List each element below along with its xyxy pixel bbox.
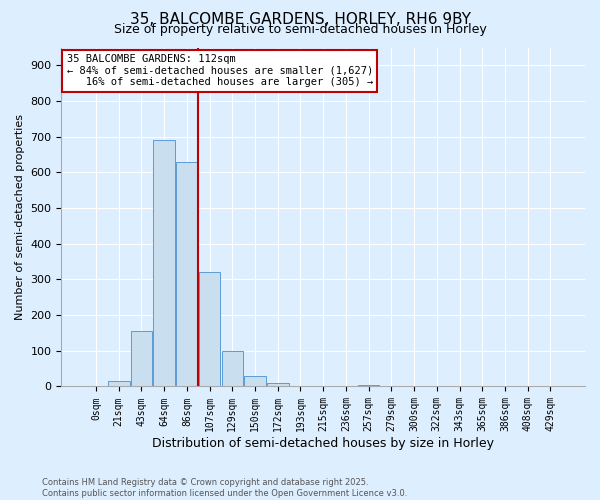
Y-axis label: Number of semi-detached properties: Number of semi-detached properties [15,114,25,320]
Bar [358,384,379,386]
Text: 35, BALCOMBE GARDENS, HORLEY, RH6 9BY: 35, BALCOMBE GARDENS, HORLEY, RH6 9BY [130,12,470,28]
Bar [244,376,266,386]
Text: 35 BALCOMBE GARDENS: 112sqm
← 84% of semi-detached houses are smaller (1,627)
  : 35 BALCOMBE GARDENS: 112sqm ← 84% of sem… [67,54,373,88]
Bar [176,162,197,386]
X-axis label: Distribution of semi-detached houses by size in Horley: Distribution of semi-detached houses by … [152,437,494,450]
Bar [131,331,152,386]
Text: Size of property relative to semi-detached houses in Horley: Size of property relative to semi-detach… [113,22,487,36]
Bar [108,381,130,386]
Text: Contains HM Land Registry data © Crown copyright and database right 2025.
Contai: Contains HM Land Registry data © Crown c… [42,478,407,498]
Bar [154,140,175,386]
Bar [199,272,220,386]
Bar [221,351,243,386]
Bar [267,383,289,386]
